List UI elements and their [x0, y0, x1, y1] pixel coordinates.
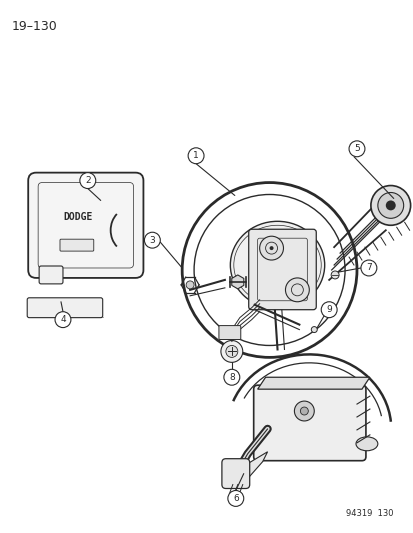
Text: 3: 3: [149, 236, 155, 245]
Circle shape: [186, 281, 194, 289]
Ellipse shape: [230, 221, 324, 309]
Polygon shape: [237, 452, 267, 479]
Ellipse shape: [355, 437, 377, 451]
Text: 5: 5: [353, 144, 359, 154]
Circle shape: [55, 312, 71, 328]
Circle shape: [221, 341, 242, 362]
Circle shape: [294, 401, 313, 421]
Circle shape: [300, 407, 308, 415]
Circle shape: [269, 246, 273, 250]
Text: 6: 6: [233, 494, 238, 503]
FancyBboxPatch shape: [27, 298, 102, 318]
Text: 19–130: 19–130: [11, 20, 57, 33]
Circle shape: [144, 232, 160, 248]
Circle shape: [385, 200, 395, 211]
Circle shape: [320, 302, 336, 318]
FancyBboxPatch shape: [221, 459, 249, 489]
Text: 94319  130: 94319 130: [345, 510, 393, 518]
Circle shape: [311, 327, 316, 333]
Circle shape: [223, 369, 239, 385]
FancyBboxPatch shape: [39, 266, 63, 284]
Text: 2: 2: [85, 176, 90, 185]
FancyBboxPatch shape: [218, 326, 240, 340]
Polygon shape: [257, 377, 369, 389]
FancyBboxPatch shape: [253, 385, 365, 461]
Text: 1: 1: [193, 151, 199, 160]
Circle shape: [330, 271, 338, 279]
Circle shape: [360, 260, 376, 276]
Text: 8: 8: [228, 373, 234, 382]
Circle shape: [80, 173, 95, 189]
Circle shape: [370, 185, 410, 225]
Circle shape: [348, 141, 364, 157]
Text: 7: 7: [365, 263, 371, 272]
Circle shape: [285, 278, 309, 302]
Circle shape: [377, 192, 403, 219]
FancyBboxPatch shape: [28, 173, 143, 278]
Circle shape: [259, 236, 283, 260]
Text: 9: 9: [325, 305, 331, 314]
Circle shape: [188, 148, 204, 164]
Text: DODGE: DODGE: [63, 212, 93, 222]
FancyBboxPatch shape: [248, 229, 316, 310]
Circle shape: [225, 345, 237, 358]
FancyBboxPatch shape: [60, 239, 93, 251]
Text: 4: 4: [60, 315, 66, 324]
Circle shape: [227, 490, 243, 506]
